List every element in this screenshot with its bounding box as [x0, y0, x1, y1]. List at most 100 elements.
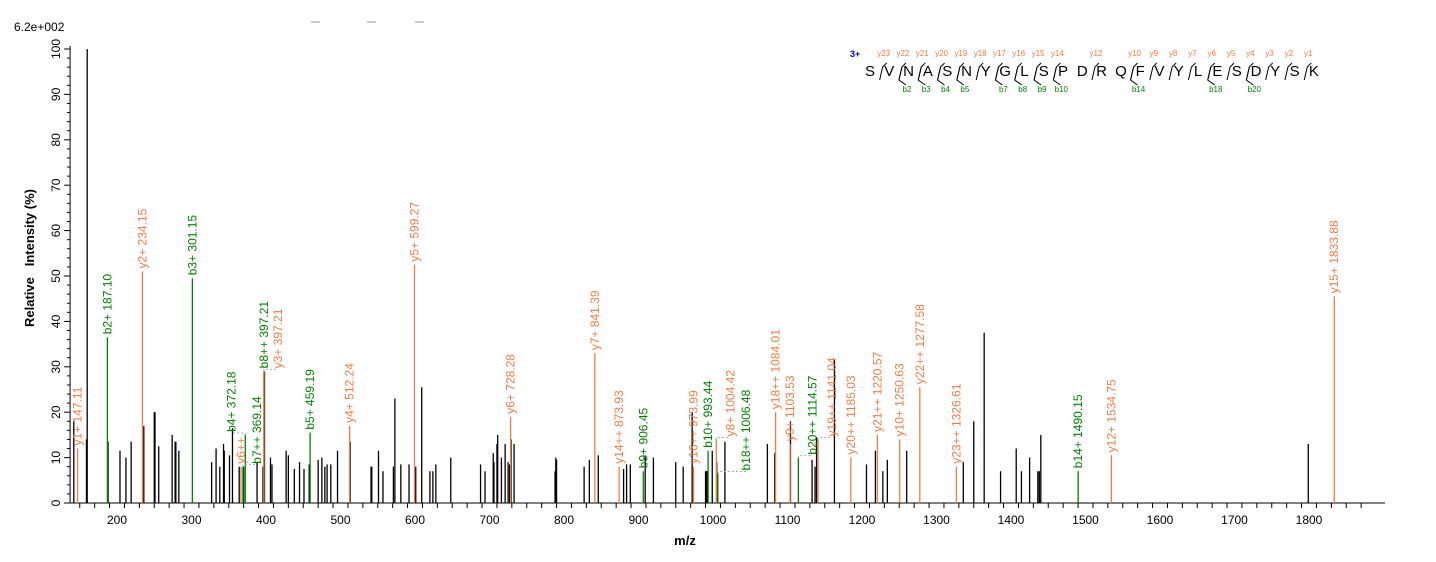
y-cleavage-mark [1265, 62, 1274, 81]
y-ion-label: y10 [1128, 49, 1141, 58]
b-ion-label: b7 [999, 85, 1008, 94]
x-tick-label: 1300 [923, 513, 950, 527]
y-cleavage-mark [1149, 62, 1158, 81]
b-ion-label: b5 [960, 85, 969, 94]
b-ion-label: b2 [902, 85, 911, 94]
residue: F [1136, 63, 1145, 80]
residue: K [1309, 63, 1319, 80]
residue: L [1020, 63, 1028, 80]
x-tick-label: 1500 [1072, 513, 1099, 527]
label-leader [242, 464, 258, 467]
y-ion-label: y2 [1285, 49, 1294, 58]
x-tick-label: 1000 [700, 513, 727, 527]
y-tick-label: 100 [49, 39, 63, 59]
residue: R [1096, 63, 1107, 80]
residue: S [1232, 63, 1242, 80]
b-cleavage-mark [936, 66, 945, 86]
charge-state: 3+ [850, 49, 860, 59]
residue: N [961, 63, 972, 80]
b-cleavage-mark [994, 66, 1003, 86]
b-cleavage-mark [956, 66, 965, 86]
peak-label: b5+ 459.19 [303, 369, 317, 430]
b-cleavage-mark [917, 66, 926, 86]
y-ion-label: y5 [1227, 49, 1236, 58]
b-ion-label: b9 [1038, 85, 1047, 94]
y-ion-label: y12 [1089, 49, 1102, 58]
peaks [73, 49, 1335, 503]
residue: G [999, 63, 1011, 80]
y-tick-label: 30 [49, 360, 63, 374]
residue: V [884, 63, 894, 80]
y-ion-label: y14 [1051, 49, 1064, 58]
x-tick-label: 400 [256, 513, 276, 527]
x-tick-label: 1800 [1296, 513, 1323, 527]
peak-label: y16++ 973.99 [687, 390, 701, 464]
y-ion-label: y3 [1265, 49, 1274, 58]
peak-label: y2+ 234.15 [135, 208, 149, 268]
peak-label: y12+ 1534.75 [1104, 379, 1118, 452]
axes: 200 300 400 500 600 700 800 900 1000 1100 1200 1300… [49, 39, 1385, 527]
x-tick-label: 1700 [1221, 513, 1248, 527]
y-tick-label: 40 [49, 314, 63, 328]
x-tick-label: 1200 [849, 513, 876, 527]
x-tick-label: 800 [554, 513, 574, 527]
y-ion-label: y22 [896, 49, 909, 58]
peak-label: y8+ 1004.42 [723, 370, 737, 437]
peak-label: b20++ 1114.57 [805, 375, 819, 454]
y-ion-label: y17 [993, 49, 1006, 58]
residue: S [942, 63, 952, 80]
y-cleavage-mark [879, 62, 888, 81]
residue: Y [1270, 63, 1280, 80]
y-cleavage-mark [1187, 62, 1196, 81]
peak-label: b14+ 1490.15 [1071, 394, 1085, 468]
peak-label: y14++ 873.93 [612, 390, 626, 464]
residue: V [1154, 63, 1164, 80]
label-leader [263, 368, 278, 372]
residue: N [903, 63, 914, 80]
y-ion-label: y21 [916, 49, 929, 58]
b-ion-label: b20 [1248, 85, 1262, 94]
y-ion-label: y19 [954, 49, 967, 58]
residue: P [1058, 63, 1068, 80]
y-ion-label: y23 [877, 49, 890, 58]
peak-labels: y1+ 147.11 b2+ 187.10 y2+ 234.15 b3+ 301.15… [71, 202, 1342, 471]
y-ion-label: y16 [1012, 49, 1025, 58]
label-leader [715, 436, 731, 440]
b-cleavage-mark [1014, 66, 1023, 86]
peak-label: y20++ 1185.03 [844, 375, 858, 455]
y-tick-label: 0 [49, 499, 63, 506]
y-tick-label: 90 [49, 87, 63, 101]
residue: Y [981, 63, 991, 80]
peak-label: b9+ 906.45 [636, 408, 650, 469]
y-ion-label: y9 [1150, 49, 1159, 58]
peak-label: b3+ 301.15 [185, 215, 199, 276]
peak-label: y21++ 1220.57 [870, 351, 884, 431]
x-tick-label: 700 [479, 513, 499, 527]
peak-label: y4+ 512.24 [343, 363, 357, 423]
y-cleavage-mark [1091, 62, 1100, 81]
residue: A [923, 63, 933, 80]
b-ion-label: b10 [1055, 85, 1069, 94]
b-ion-label: b4 [941, 85, 950, 94]
peak-label: y6+ 728.28 [504, 354, 518, 414]
peak-label: b18++ 1006.48 [739, 389, 753, 470]
residue: S [1039, 63, 1049, 80]
peak-label: y3+ 397.21 [271, 308, 285, 368]
peak-label: y1+ 147.11 [71, 386, 85, 445]
y-ion-label: y18 [974, 49, 987, 58]
peak-label: y9+ 1103.53 [783, 375, 797, 441]
peak-label: y5+ 599.27 [407, 202, 421, 262]
peak-label: y22++ 1277.58 [913, 304, 927, 384]
y-cleavage-mark [1226, 62, 1235, 81]
x-axis-label: m/z [674, 533, 696, 548]
peak-label: y15+ 1833.88 [1327, 220, 1341, 293]
residue: E [1212, 63, 1222, 80]
b-cleavage-mark [1245, 66, 1254, 86]
y-axis-label: Relative Intensity (%) [22, 189, 37, 327]
peak-label: y7+ 841.39 [588, 290, 602, 350]
x-tick-label: 300 [181, 513, 201, 527]
peak-label: y18++ 1084.01 [769, 329, 783, 409]
y-cleavage-mark [1284, 62, 1293, 81]
